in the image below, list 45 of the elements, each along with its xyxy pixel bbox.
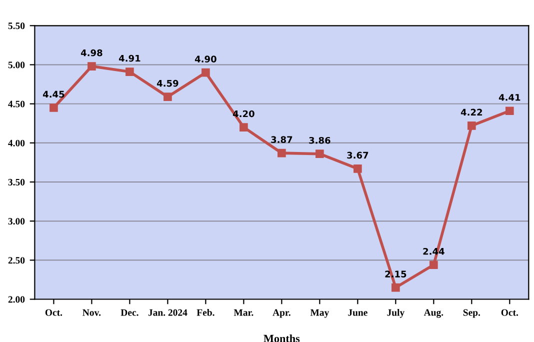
point [202, 68, 210, 77]
x-tick-label: Sep. [463, 309, 480, 318]
point [316, 150, 324, 158]
point [468, 122, 476, 130]
y-tick-label: 2.50 [8, 257, 25, 264]
point [392, 283, 400, 292]
data-label: 4.41 [498, 94, 520, 101]
x-tick-label: Dec. [120, 309, 138, 316]
data-label: 4.91 [118, 54, 140, 62]
point [430, 260, 438, 270]
x-tick-label: Mar. [234, 309, 254, 316]
y-tick-label: 4.00 [8, 140, 25, 146]
x-tick-label: July [387, 308, 404, 318]
x-tick-label: Nov. [82, 309, 101, 316]
y-tick-label: 5.00 [8, 62, 25, 68]
point [505, 106, 514, 116]
x-tick-label: Apr. [272, 309, 290, 318]
y-tick-label: 4.50 [8, 100, 25, 108]
data-label: 4.45 [42, 90, 64, 98]
x-tick-label: Oct. [45, 309, 62, 316]
x-tick-label: Feb. [196, 308, 214, 316]
data-label: 4.59 [156, 80, 178, 87]
data-label: 4.90 [194, 56, 216, 62]
data-label: 4.98 [80, 49, 102, 56]
point [240, 123, 248, 132]
data-label: 4.22 [460, 108, 482, 116]
x-tick-label: June [348, 309, 368, 316]
x-axis-title: Months [264, 334, 300, 342]
y-tick-label: 2.00 [8, 296, 25, 303]
point [126, 68, 134, 76]
point [278, 148, 286, 158]
point [50, 104, 58, 112]
x-tick-label: Aug. [424, 309, 444, 318]
point [88, 62, 96, 70]
data-label: 3.87 [271, 136, 292, 143]
x-tick-label: Oct. [501, 309, 518, 316]
data-label: 3.67 [347, 152, 368, 159]
x-tick-label: May [310, 309, 330, 318]
y-tick-label: 3.50 [8, 178, 25, 186]
point [164, 92, 172, 101]
x-tick-label: Jan. 2024 [148, 309, 188, 316]
point [354, 164, 362, 173]
y-tick-label: 3.00 [8, 218, 25, 225]
data-label: 3.86 [309, 136, 330, 144]
y-tick-label: 5.50 [8, 22, 25, 30]
